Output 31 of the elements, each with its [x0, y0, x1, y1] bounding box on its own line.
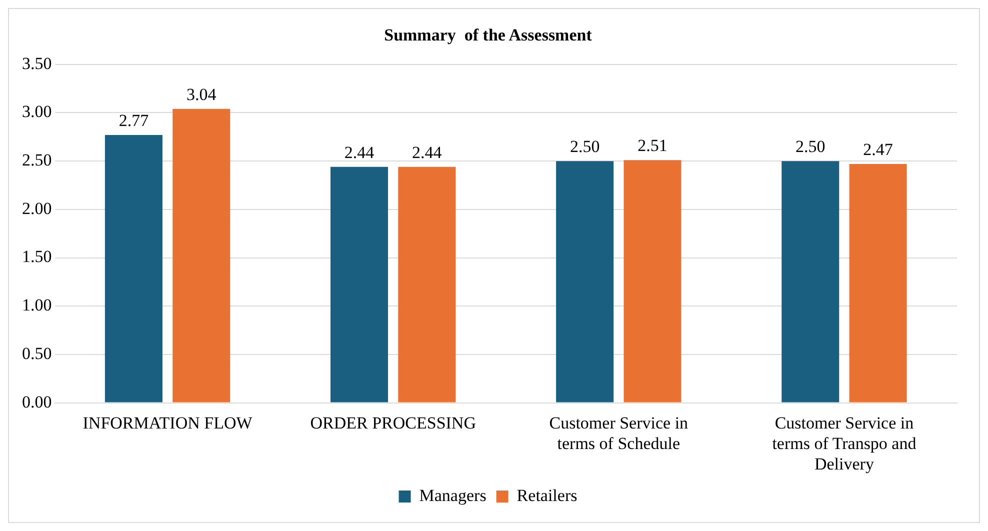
- y-tick-label: 0.00: [22, 392, 52, 412]
- y-tick-label: 1.50: [22, 247, 52, 266]
- y-tick-label: 2.50: [22, 150, 52, 170]
- bar: [104, 134, 162, 402]
- bar: [398, 166, 456, 402]
- legend-label: Retailers: [516, 486, 578, 505]
- y-tick-label: 1.00: [22, 296, 52, 315]
- bar: [782, 161, 840, 402]
- bar: [624, 160, 682, 402]
- bar: [330, 166, 388, 402]
- bar: [172, 108, 230, 402]
- x-tick-label: ORDER PROCESSING: [310, 413, 476, 432]
- bar: [849, 164, 907, 402]
- y-tick-label: 2.00: [22, 198, 52, 218]
- y-tick-label: 0.50: [22, 344, 52, 363]
- bar: [556, 161, 614, 402]
- y-tick-label: 3.50: [22, 54, 52, 73]
- text: 2.50: [570, 137, 600, 156]
- text: 2.44: [412, 142, 442, 162]
- x-tick-label: INFORMATION FLOW: [82, 413, 254, 432]
- text: 2.50: [796, 137, 826, 156]
- text: 2.47: [863, 140, 893, 159]
- x-tick-label: Customer Service in terms of Schedule: [549, 413, 689, 453]
- text: 2.44: [344, 142, 374, 162]
- text: 2.77: [118, 110, 149, 130]
- text: 2.51: [638, 136, 668, 156]
- chart-title: Summary of the Assessment: [384, 26, 592, 45]
- x-tick-label: Customer Service in terms of Transpo and Delivery: [772, 413, 917, 474]
- legend-label: Managers: [419, 486, 486, 505]
- text: 3.04: [186, 84, 216, 104]
- y-tick-label: 3.00: [22, 102, 52, 122]
